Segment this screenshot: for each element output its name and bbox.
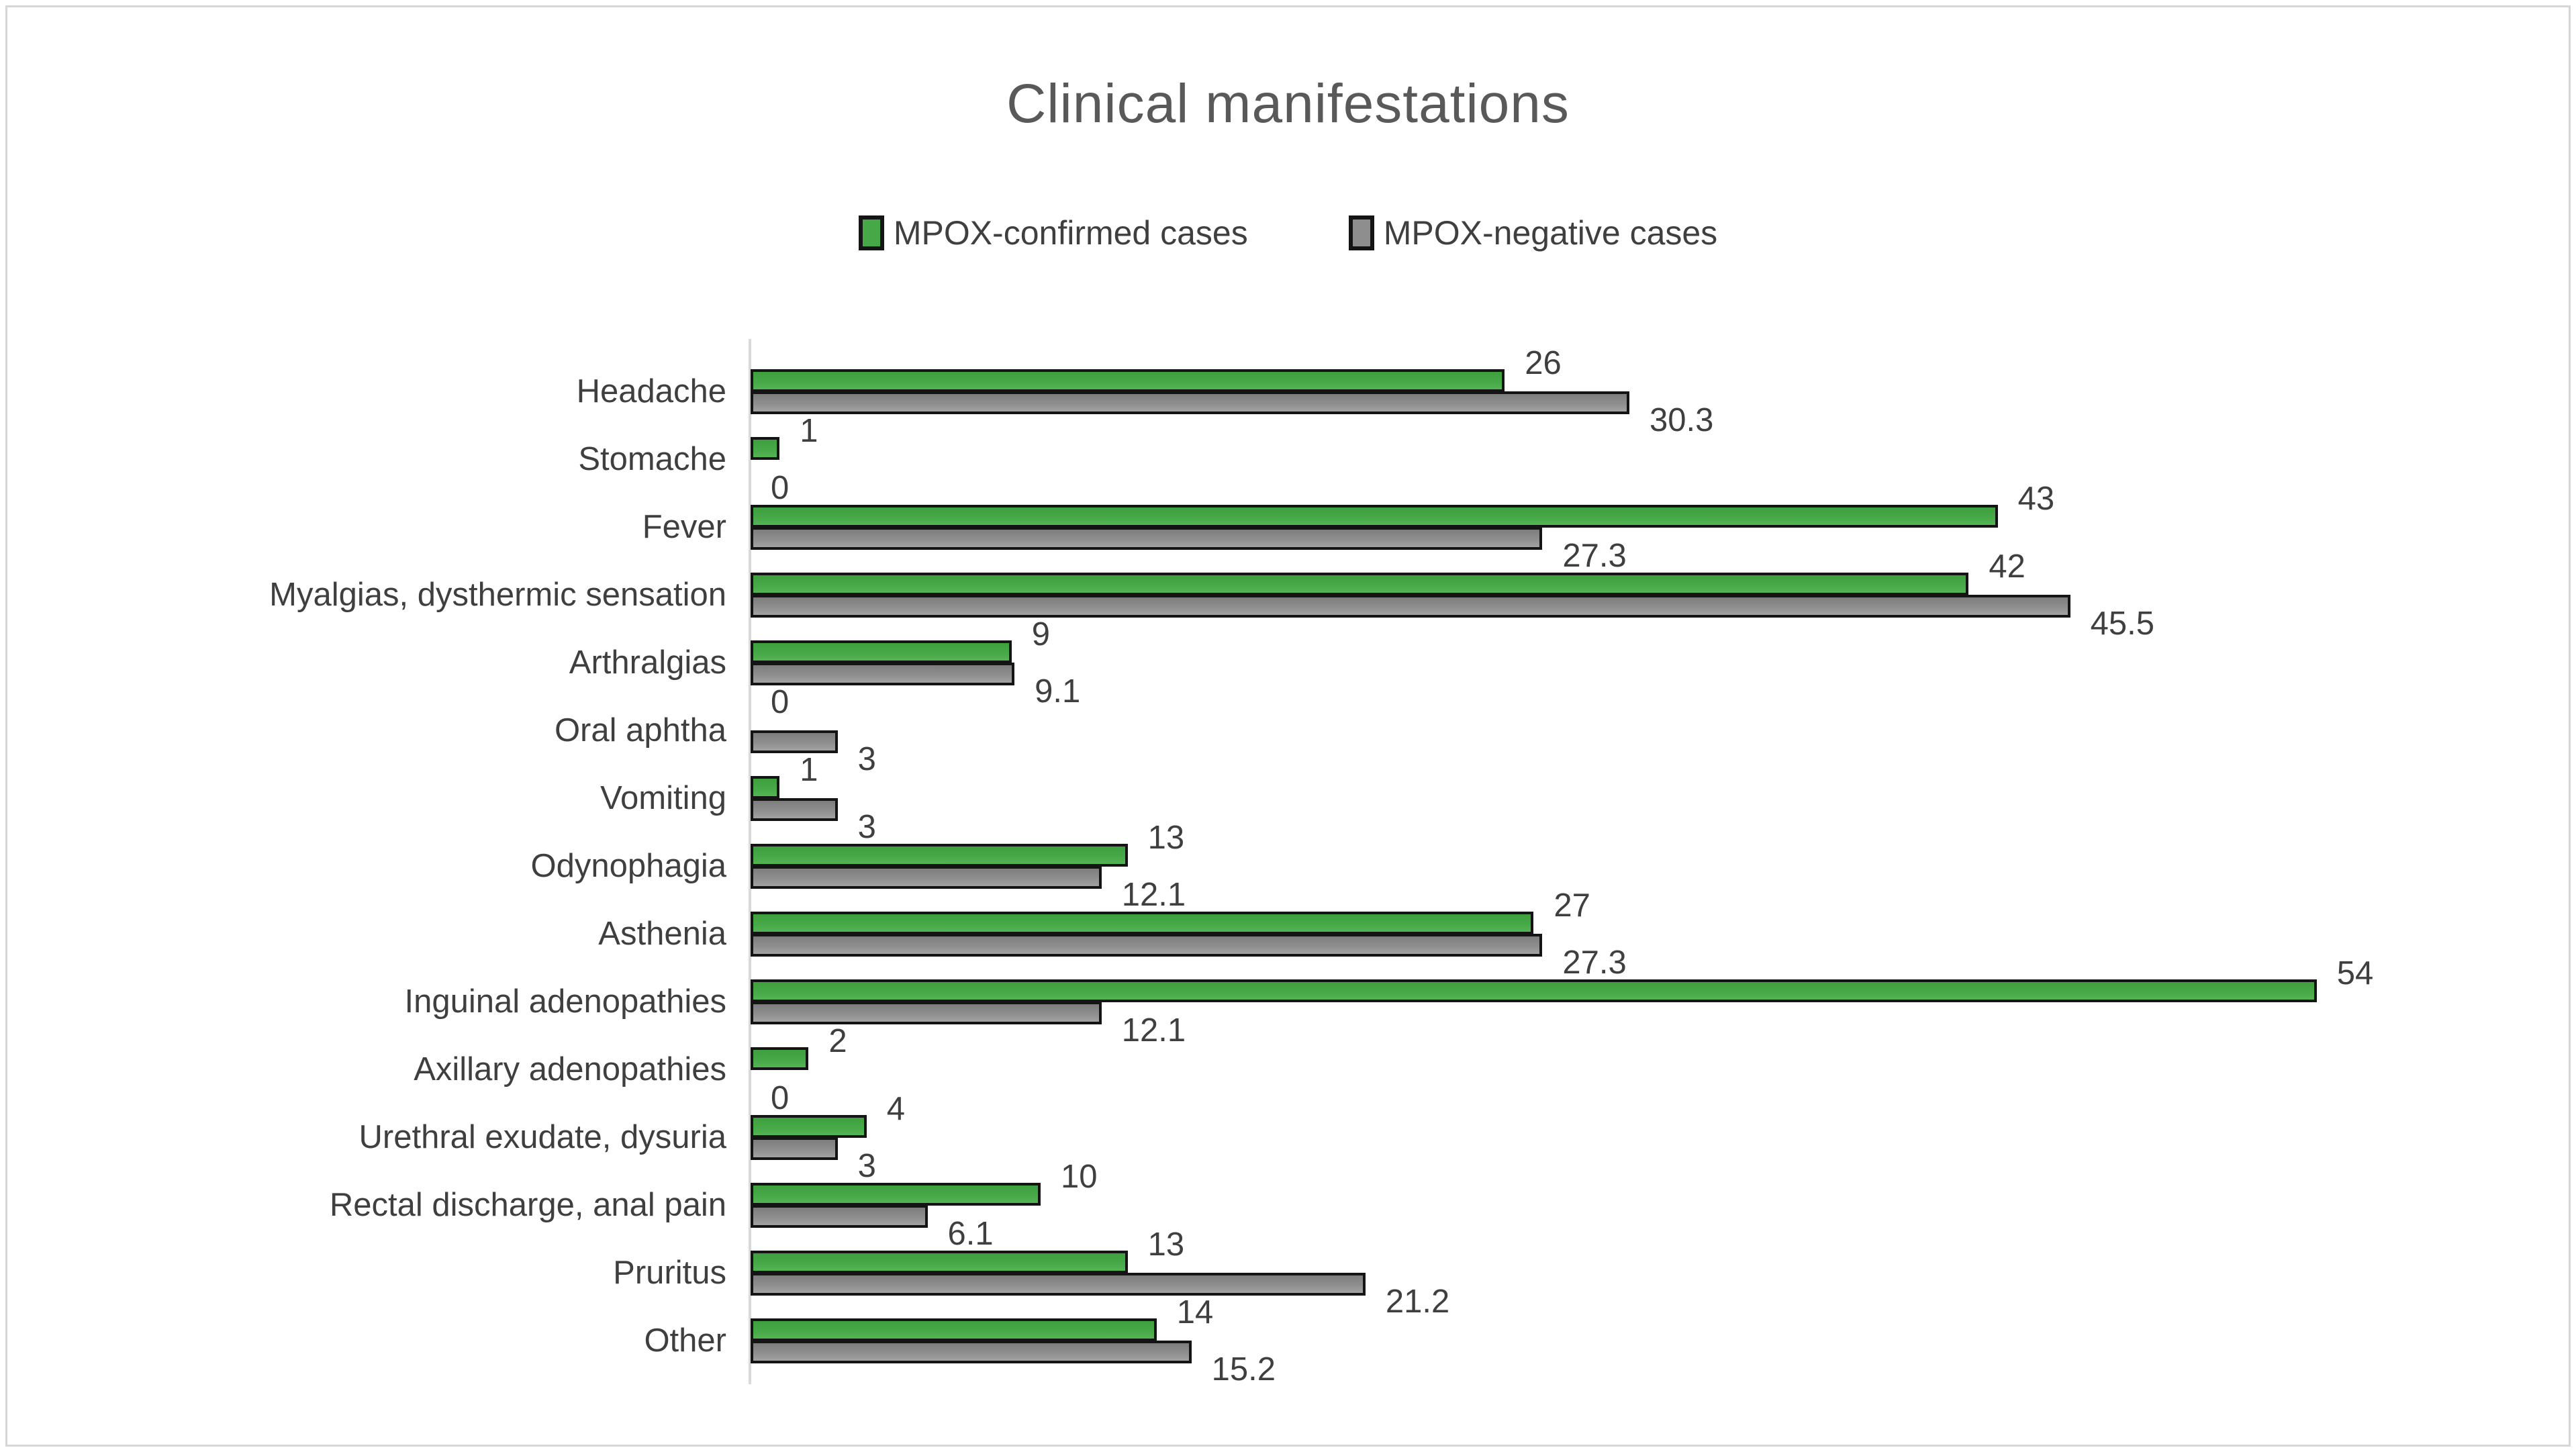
category-label: Asthenia: [598, 916, 726, 952]
bar-negative: [751, 663, 1015, 685]
legend-item-confirmed: MPOX-confirmed cases: [858, 213, 1248, 252]
bar-confirmed: [751, 1047, 809, 1070]
category-label: Headache: [576, 373, 726, 409]
bar-negative: [751, 1273, 1366, 1296]
bar-confirmed: [751, 369, 1505, 392]
value-label-negative: 3: [857, 741, 876, 777]
value-label-confirmed: 42: [1989, 548, 2025, 585]
value-label-confirmed: 43: [2017, 481, 2055, 517]
legend-swatch-negative: [1348, 215, 1374, 250]
category-label: Oral aphtha: [554, 712, 726, 748]
bar-confirmed: [751, 912, 1534, 934]
legend-label-negative: MPOX-negative cases: [1383, 214, 1718, 252]
value-label-negative: 21.2: [1385, 1284, 1450, 1320]
category-label: Fever: [642, 509, 726, 545]
bar-confirmed: [751, 1318, 1157, 1341]
legend-item-negative: MPOX-negative cases: [1348, 213, 1718, 252]
category-label: Axillary adenopathies: [414, 1051, 726, 1087]
category-label: Inguinal adenopathies: [404, 983, 726, 1020]
value-label-confirmed: 27: [1554, 887, 1590, 924]
value-label-negative: 9.1: [1035, 673, 1081, 710]
bar-confirmed: [751, 640, 1012, 663]
category-label: Other: [644, 1322, 726, 1359]
bar-confirmed: [751, 979, 2317, 1002]
legend-swatch-confirmed: [858, 215, 884, 250]
value-label-negative: 0: [771, 1080, 790, 1116]
value-label-negative: 3: [857, 1148, 876, 1184]
value-label-confirmed: 2: [828, 1023, 847, 1059]
bar-confirmed: [751, 844, 1128, 867]
category-label: Pruritus: [613, 1255, 726, 1291]
value-label-confirmed: 9: [1031, 616, 1051, 652]
chart-title: Clinical manifestations: [1006, 73, 1570, 134]
value-label-confirmed: 0: [771, 684, 790, 720]
bar-negative: [751, 527, 1543, 550]
bar-confirmed: [751, 505, 1998, 528]
bar-confirmed: [751, 776, 780, 799]
category-label: Odynophagia: [530, 848, 726, 884]
legend: MPOX-confirmed cases MPOX-negative cases: [0, 213, 2576, 252]
value-label-confirmed: 1: [800, 413, 818, 449]
category-label: Stomache: [578, 441, 726, 477]
value-label-negative: 3: [857, 809, 876, 845]
bar-negative: [751, 1002, 1102, 1024]
value-label-negative: 27.3: [1562, 538, 1627, 574]
value-label-confirmed: 54: [2336, 955, 2374, 991]
value-label-negative: 45.5: [2090, 606, 2154, 642]
value-label-confirmed: 4: [886, 1091, 906, 1127]
value-label-confirmed: 26: [1525, 345, 1562, 381]
bar-negative: [751, 391, 1629, 414]
value-label-negative: 27.3: [1562, 945, 1627, 981]
value-label-confirmed: 13: [1147, 1226, 1185, 1263]
bar-confirmed: [751, 1251, 1128, 1273]
value-label-confirmed: 13: [1147, 820, 1185, 856]
value-label-confirmed: 14: [1176, 1294, 1214, 1330]
value-label-confirmed: 1: [800, 752, 818, 788]
value-label-negative: 6.1: [947, 1216, 994, 1252]
category-label: Vomiting: [600, 780, 726, 816]
bar-confirmed: [751, 437, 780, 460]
bar-confirmed: [751, 1183, 1041, 1206]
bar-confirmed: [751, 1115, 867, 1138]
category-label: Rectal discharge, anal pain: [329, 1187, 726, 1223]
bar-confirmed: [751, 573, 1969, 595]
legend-label-confirmed: MPOX-confirmed cases: [893, 214, 1248, 252]
value-label-negative: 0: [771, 470, 790, 506]
category-label: Urethral exudate, dysuria: [359, 1119, 726, 1155]
value-label-negative: 15.2: [1211, 1351, 1276, 1388]
value-label-negative: 12.1: [1121, 877, 1186, 913]
bar-negative: [751, 1341, 1192, 1363]
bar-negative: [751, 934, 1543, 957]
category-label: Myalgias, dysthermic sensation: [269, 577, 726, 613]
value-label-negative: 30.3: [1649, 402, 1714, 438]
bar-negative: [751, 1137, 838, 1160]
value-label-confirmed: 10: [1061, 1159, 1098, 1195]
bar-negative: [751, 866, 1102, 889]
category-label: Arthralgias: [569, 644, 726, 681]
y-axis-line: [749, 339, 751, 1384]
value-label-negative: 12.1: [1121, 1012, 1186, 1049]
bar-negative: [751, 730, 838, 753]
bar-negative: [751, 595, 2070, 618]
bar-negative: [751, 1205, 928, 1228]
bar-negative: [751, 798, 838, 821]
